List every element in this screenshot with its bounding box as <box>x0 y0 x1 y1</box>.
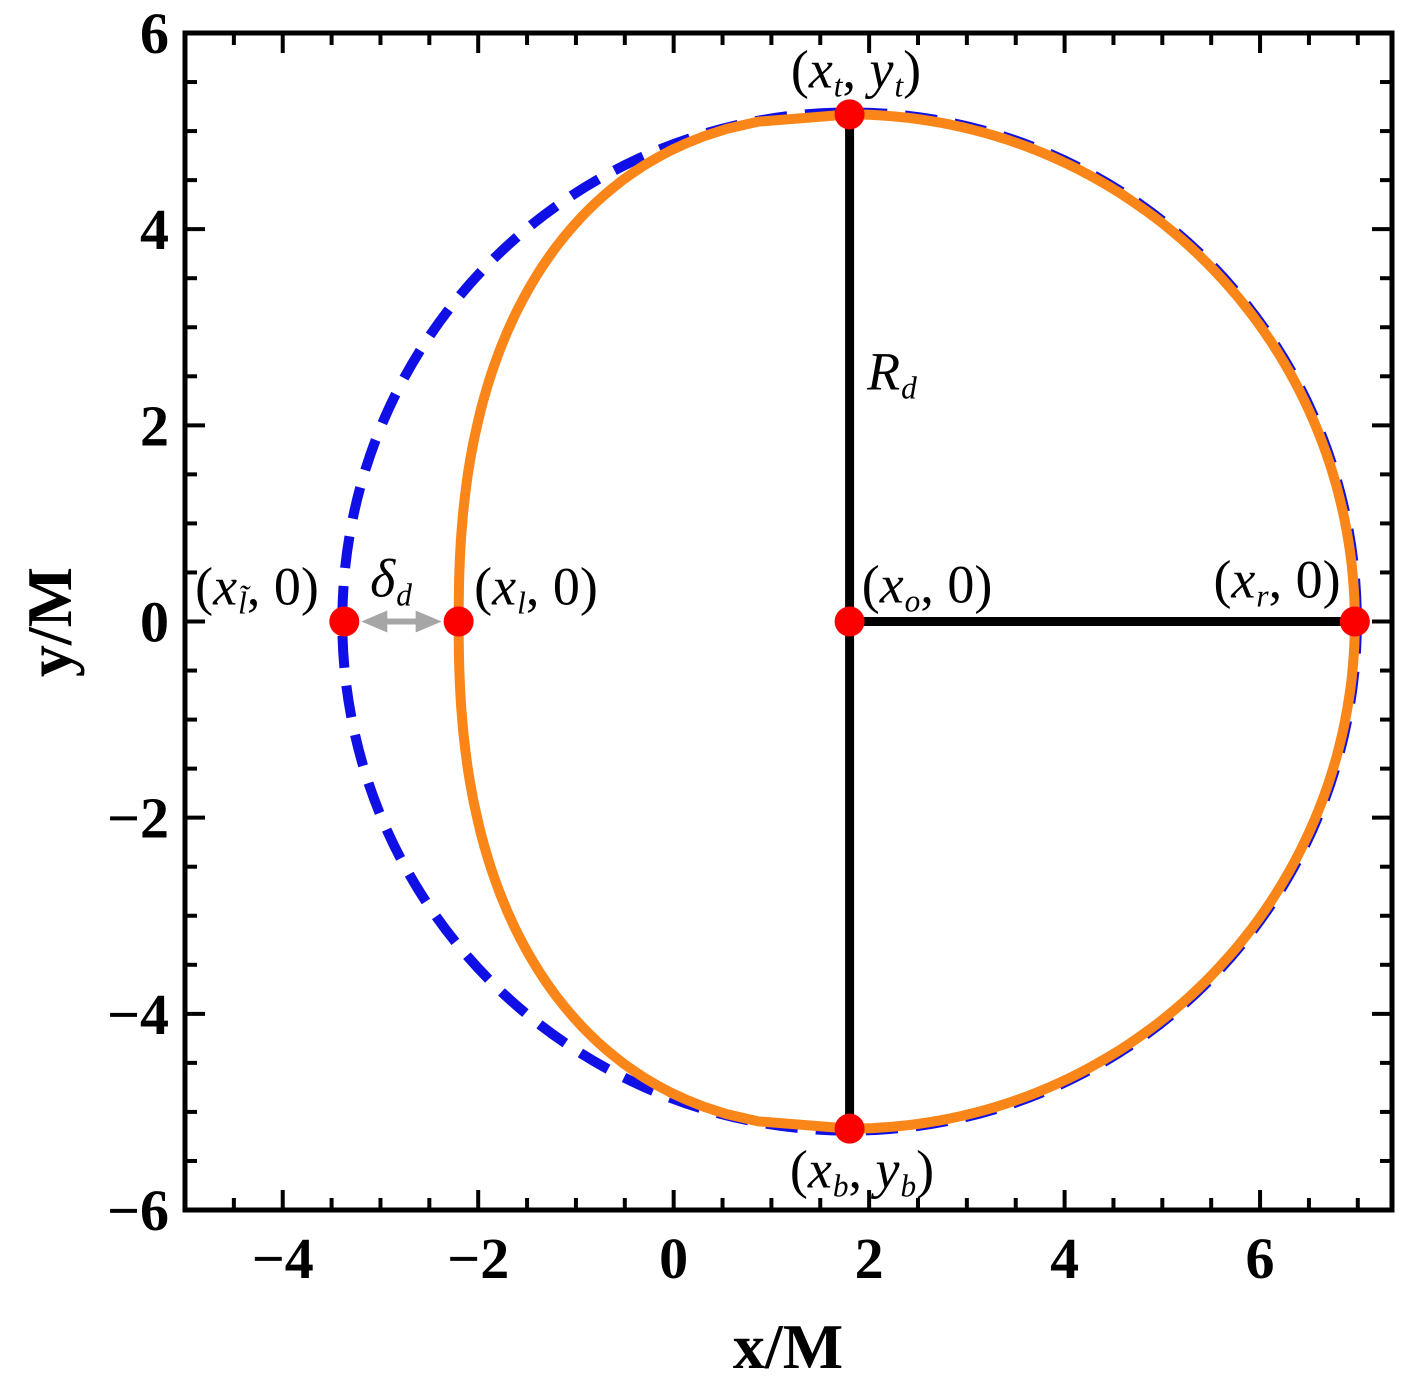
x-tick-label: 0 <box>659 1226 688 1291</box>
math-text: ) <box>300 556 319 617</box>
label-delta-distortion: δd <box>370 551 412 610</box>
x-tick-label: −4 <box>252 1226 314 1291</box>
math-text: ) <box>974 554 993 615</box>
y-axis-title-text: y <box>14 645 85 678</box>
math-text: δ <box>370 548 396 609</box>
math-text: ( <box>861 554 880 615</box>
label-left-shadow-point: (xl, 0) <box>474 559 598 618</box>
y-tick-label: −4 <box>107 982 169 1047</box>
x-tick-label: 6 <box>1246 1226 1275 1291</box>
y-tick-label: −6 <box>107 1178 169 1243</box>
math-text: ( <box>195 556 214 617</box>
math-text: , <box>246 556 274 617</box>
math-text: R <box>867 341 901 402</box>
math-text: x <box>1231 549 1256 610</box>
math-text: ( <box>1213 549 1232 610</box>
x-axis-title: x/M <box>733 1310 843 1384</box>
x-tick-label: −2 <box>447 1226 509 1291</box>
math-subscript: d <box>396 577 412 613</box>
math-text: x <box>807 1139 832 1200</box>
y-tick-label: 2 <box>140 393 169 458</box>
data-point-center <box>834 606 865 637</box>
math-text: x <box>492 556 517 617</box>
math-text: ) <box>579 556 598 617</box>
y-axis-title: y/M <box>13 567 87 677</box>
math-text: , <box>842 39 870 100</box>
math-text: 0 <box>552 556 580 617</box>
data-point-bottom <box>834 1113 865 1144</box>
math-text: , <box>525 556 553 617</box>
plot-frame <box>182 30 1395 1213</box>
math-text: x <box>213 556 238 617</box>
math-text: y <box>875 1139 900 1200</box>
math-subscript: l̃ <box>238 585 247 621</box>
x-axis-title-text: x <box>732 1311 765 1382</box>
math-subscript: b <box>832 1168 849 1204</box>
math-subscript: l <box>517 585 526 621</box>
math-text: ( <box>790 39 809 100</box>
label-top-point: (xt, yt) <box>791 42 921 101</box>
y-tick-label: 6 <box>140 1 169 66</box>
math-subscript: o <box>904 583 921 619</box>
math-text: , <box>920 554 948 615</box>
delta-arrow-head-left <box>361 610 388 633</box>
math-text: ) <box>1322 549 1341 610</box>
math-text: 0 <box>273 556 301 617</box>
math-text: 0 <box>1295 549 1323 610</box>
data-point-left-circle <box>329 606 360 637</box>
math-text: y <box>869 39 894 100</box>
x-tick-label: 2 <box>855 1226 884 1291</box>
math-text: 0 <box>947 554 975 615</box>
x-axis-title-text: /M <box>764 1311 844 1382</box>
x-tick-label: 4 <box>1050 1226 1079 1291</box>
label-center-point: (xo, 0) <box>862 557 993 616</box>
y-tick-label: 0 <box>140 590 169 655</box>
math-text: , <box>1268 549 1296 610</box>
math-text: x <box>879 554 904 615</box>
label-shadow-radius: Rd <box>867 344 917 403</box>
math-subscript: b <box>900 1168 917 1204</box>
math-text: ( <box>474 556 493 617</box>
math-text: ) <box>903 39 922 100</box>
math-text: x <box>808 39 833 100</box>
math-text: ) <box>916 1139 935 1200</box>
math-subscript: t <box>833 68 843 104</box>
math-text: , <box>848 1139 876 1200</box>
label-left-circle-point: (xl̃, 0) <box>195 559 319 618</box>
math-subscript: d <box>901 370 917 406</box>
data-point-left-shadow <box>443 606 474 637</box>
y-tick-label: −2 <box>107 786 169 851</box>
label-bottom-point: (xb, yb) <box>790 1142 934 1201</box>
data-point-top <box>834 99 865 130</box>
delta-arrow-head-right <box>415 610 442 633</box>
y-tick-label: 4 <box>140 197 169 262</box>
math-text: ( <box>789 1139 808 1200</box>
label-right-point: (xr, 0) <box>1213 552 1340 611</box>
math-subscript: t <box>894 68 904 104</box>
math-subscript: r <box>1256 578 1269 614</box>
y-axis-title-text: /M <box>14 566 85 646</box>
data-point-right <box>1339 606 1370 637</box>
